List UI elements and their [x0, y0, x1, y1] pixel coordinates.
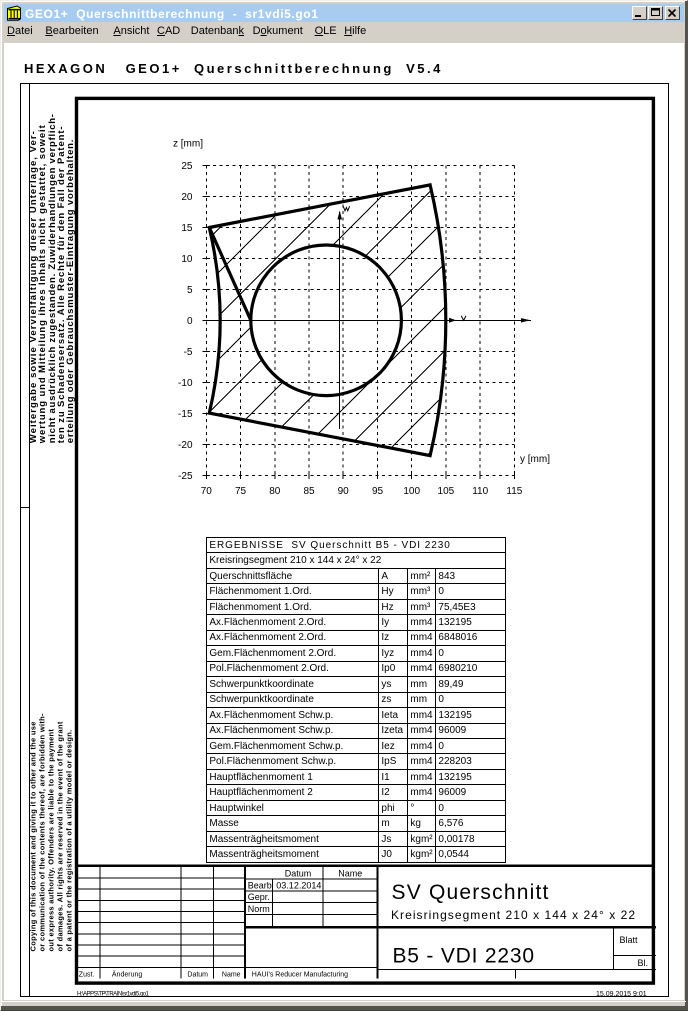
svg-text:20: 20 [181, 192, 193, 203]
svg-text:15.09.2015 9:01: 15.09.2015 9:01 [596, 991, 647, 998]
svg-text:SV Querschnitt: SV Querschnitt [392, 881, 550, 904]
svg-text:B5 - VDI 2230: B5 - VDI 2230 [393, 945, 535, 968]
svg-text:Änderung: Änderung [112, 970, 142, 978]
svg-text:Bearb: Bearb [248, 880, 272, 890]
svg-text:03.12.2014: 03.12.2014 [276, 880, 321, 890]
svg-text:-25: -25 [178, 471, 193, 482]
svg-text:y [mm]: y [mm] [520, 454, 550, 465]
svg-text:70: 70 [201, 486, 213, 497]
svg-text:-15: -15 [178, 409, 193, 420]
svg-text:Blatt: Blatt [620, 935, 639, 945]
svg-text:Datum: Datum [187, 971, 208, 978]
svg-text:Name: Name [338, 869, 362, 879]
svg-text:Kreisringsegment 210 x 144 x 2: Kreisringsegment 210 x 144 x 24° x 22 [391, 908, 636, 922]
svg-text:H:\APPS\TP\TRAIN\sr1vdi5.go1: H:\APPS\TP\TRAIN\sr1vdi5.go1 [77, 992, 150, 998]
svg-text:z [mm]: z [mm] [173, 139, 203, 150]
svg-text:Name: Name [222, 971, 241, 978]
svg-text:110: 110 [472, 486, 488, 497]
svg-text:25: 25 [181, 161, 193, 172]
svg-text:0: 0 [187, 316, 193, 327]
svg-text:5: 5 [187, 285, 193, 296]
svg-text:Gepr.: Gepr. [248, 892, 270, 902]
svg-text:Bl.: Bl. [637, 958, 648, 968]
svg-text:105: 105 [438, 486, 455, 497]
svg-text:-20: -20 [178, 440, 193, 451]
svg-text:90: 90 [338, 486, 350, 497]
svg-text:75: 75 [235, 486, 247, 497]
svg-text:HAUI's Reducer Manufacturing: HAUI's Reducer Manufacturing [252, 971, 348, 978]
svg-text:10: 10 [181, 254, 193, 265]
svg-text:80: 80 [269, 486, 281, 497]
svg-text:Datum: Datum [285, 869, 312, 879]
svg-text:85: 85 [303, 486, 315, 497]
svg-text:Zust.: Zust. [79, 971, 95, 978]
svg-text:-5: -5 [184, 347, 193, 358]
svg-text:Norm: Norm [248, 904, 270, 914]
svg-text:115: 115 [506, 486, 522, 497]
svg-text:-10: -10 [178, 378, 193, 389]
svg-text:95: 95 [372, 486, 384, 497]
svg-text:15: 15 [181, 223, 193, 234]
svg-text:100: 100 [403, 486, 420, 497]
